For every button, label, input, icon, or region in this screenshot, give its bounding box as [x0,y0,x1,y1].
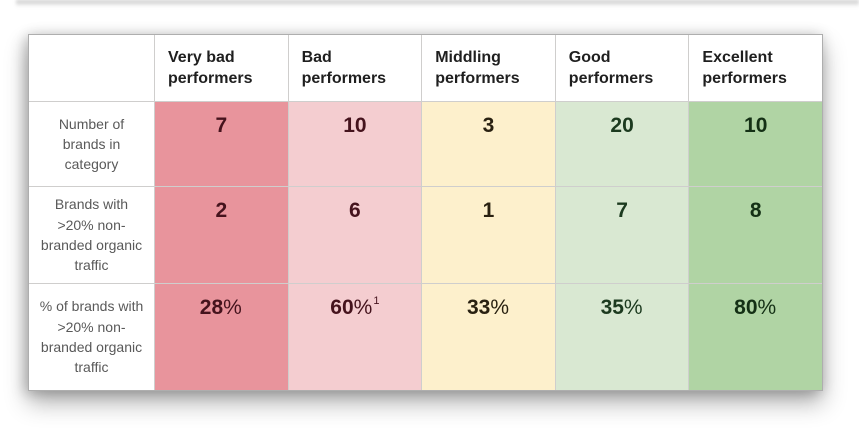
cell-pct-bad: 60%1 [288,284,422,390]
cell-brands-very-bad: 7 [155,102,288,186]
cell-over20-excellent: 8 [689,187,822,283]
cell-over20-good: 7 [555,187,689,283]
pct-value: 35 [600,296,624,319]
cell-over20-very-bad: 2 [155,187,288,283]
footnote-superscript: 1 [373,295,380,307]
row-label-number-of-brands: Number of brands in category [29,102,154,186]
pct-value: 28 [199,296,224,319]
column-header-middling: Middling performers [422,35,555,101]
cell-brands-middling: 3 [422,102,555,186]
cell-pct-excellent: 80% [689,284,822,390]
cell-pct-very-bad: 28% [155,284,288,390]
row-label-brands-over-20: Brands with >20% non-branded organic tra… [29,187,154,283]
column-header-good: Good performers [555,35,689,101]
row-label-percent-of-brands: % of brands with >20% non-branded organi… [29,284,154,390]
pct-value: 60 [330,296,354,319]
percent-sign: % [223,296,242,319]
column-header-bad: Bad performers [288,35,422,101]
cell-pct-good: 35% [555,284,689,390]
percent-sign: % [490,296,510,319]
cell-brands-good: 20 [555,102,689,186]
corner-cell [29,35,154,101]
column-header-excellent: Excellent performers [689,35,822,101]
pct-value: 33 [466,296,491,319]
percent-sign: % [623,296,643,319]
column-header-very-bad: Very bad performers [155,35,288,101]
performance-table: Very bad performers Bad performers Middl… [28,34,823,391]
percent-sign: % [353,296,373,319]
cell-brands-excellent: 10 [689,102,822,186]
top-edge-shadow [16,0,859,7]
percent-sign: % [757,296,777,319]
cell-pct-middling: 33% [422,284,555,390]
cell-brands-bad: 10 [288,102,422,186]
cell-over20-bad: 6 [288,187,422,283]
pct-value: 80 [734,296,758,319]
cell-over20-middling: 1 [422,187,555,283]
